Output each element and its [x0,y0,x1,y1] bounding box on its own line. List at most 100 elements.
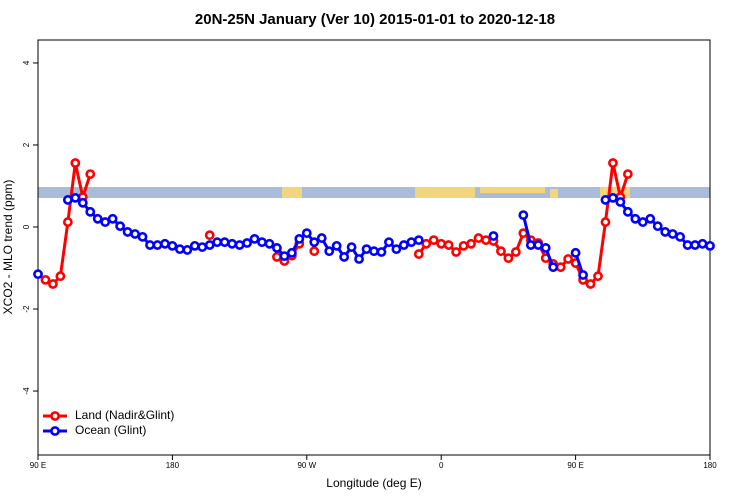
data-point [540,243,551,253]
data-point [503,253,514,264]
data-point [600,217,611,227]
series-line [44,162,630,286]
y-axis-label: XCO2 - MLO trend (ppm) [1,180,15,315]
data-point [145,240,155,250]
data-point [652,221,663,232]
data-point [637,217,648,227]
data-point [697,238,708,249]
data-point [152,240,163,250]
data-point [705,240,715,251]
data-point [279,251,290,262]
data-point [354,254,364,264]
y-tick-label: 0 [22,224,31,229]
data-point [413,249,424,259]
data-point [92,213,103,224]
data-point [458,240,469,251]
data-point [406,237,417,248]
data-point [48,279,58,289]
data-point [264,238,275,249]
data-point [85,206,96,217]
x-tick-label: 180 [166,461,180,470]
legend-label: Ocean (Glint) [75,423,146,437]
data-point [578,270,588,280]
data-point [167,240,178,251]
data-point [85,169,96,179]
data-point [496,246,506,257]
data-point [563,254,574,264]
data-point [570,247,581,258]
data-point [608,192,618,203]
data-point [518,210,529,221]
data-point [227,238,238,249]
data-point [197,242,208,252]
data-point [630,213,641,224]
data-point [481,235,491,246]
data-point [189,240,200,251]
data-point [391,244,402,255]
x-tick-label: 90 W [297,461,316,470]
data-point [555,262,566,273]
y-tick-label: -2 [22,305,31,313]
data-point [70,192,81,203]
data-point [55,271,66,282]
data-point [339,252,350,262]
legend-marker [50,411,60,421]
data-point [309,237,320,248]
data-point [107,213,118,224]
data-point [369,246,379,257]
data-point [286,247,297,258]
data-point [137,231,148,242]
data-point [384,237,394,248]
data-point [451,247,462,257]
data-point [675,231,686,242]
data-point [548,262,559,273]
data-point [376,247,387,257]
data-point [62,195,73,205]
x-tick-label: 90 E [567,461,583,470]
x-tick-label: 180 [703,461,717,470]
data-point [212,237,223,248]
data-point [242,238,252,248]
data-point [272,252,282,262]
data-point [608,158,618,168]
x-tick-label: 90 E [30,461,46,470]
data-point [600,195,611,205]
data-point [309,246,320,257]
data-point [249,233,260,244]
data-point [182,245,193,255]
data-point [622,206,633,217]
data-point [70,158,81,168]
y-tick-label: 2 [22,142,31,147]
data-point [204,240,215,250]
data-point [324,246,335,257]
data-point [690,240,700,250]
data-point [272,243,282,253]
data-point [682,240,693,250]
data-point [77,197,88,208]
data-point [257,237,267,248]
data-point [660,227,671,237]
data-point [443,240,454,250]
legend-label: Land (Nadir&Glint) [75,408,174,422]
data-point [122,227,133,237]
data-point [645,213,656,224]
data-point [130,229,140,239]
data-point [421,238,432,249]
data-point [488,231,499,241]
data-point [294,233,305,244]
data-point [160,238,170,249]
legend-marker [50,426,60,436]
chart-title: 20N-25N January (Ver 10) 2015-01-01 to 2… [195,11,555,28]
data-point [62,217,73,227]
series-line [67,196,711,276]
data-point [316,233,327,243]
data-point [667,229,678,239]
y-tick-label: -4 [22,387,31,395]
data-point [436,238,447,249]
data-point [428,235,439,246]
data-point [219,237,230,248]
data-point [593,271,603,282]
y-tick-label: 4 [22,60,31,65]
data-point [473,233,484,243]
data-point [174,244,185,255]
